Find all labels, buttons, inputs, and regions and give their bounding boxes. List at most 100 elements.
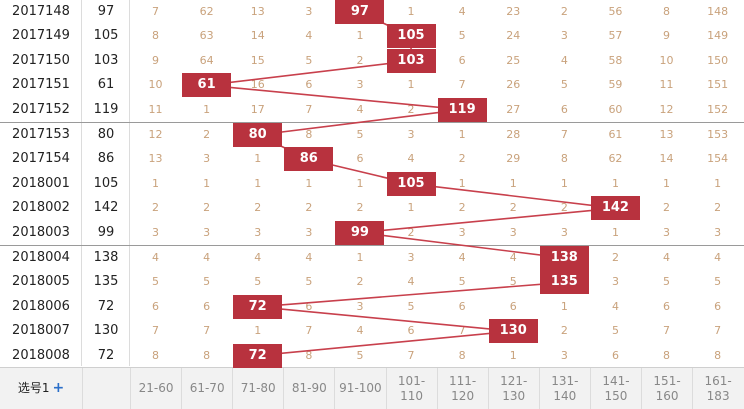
hit-marker: 135 <box>539 270 589 295</box>
column-footer: 选号1 + 21-60 61-70 71-80 81-90 91-100 101- 110 11… <box>0 367 744 409</box>
miss-count: 2 <box>714 201 722 215</box>
value-cell: 61 <box>97 77 115 93</box>
value-cell: 105 <box>93 175 119 191</box>
miss-count: 25 <box>506 53 521 67</box>
miss-count: 8 <box>203 348 211 362</box>
miss-count: 14 <box>659 152 674 166</box>
miss-count: 148 <box>707 5 729 18</box>
miss-count: 2 <box>663 201 671 215</box>
miss-count: 3 <box>560 29 568 43</box>
value-cell: 72 <box>97 347 115 363</box>
miss-count: 9 <box>152 53 160 67</box>
miss-count: 152 <box>707 102 729 116</box>
hit-marker: 80 <box>233 123 283 147</box>
value-cell: 142 <box>93 200 119 216</box>
miss-count: 149 <box>707 29 729 43</box>
miss-count: 7 <box>152 5 160 18</box>
miss-count: 58 <box>608 53 623 67</box>
hit-marker: 99 <box>335 220 385 245</box>
miss-count: 8 <box>152 348 160 362</box>
miss-count: 57 <box>608 29 623 43</box>
miss-count: 12 <box>659 102 674 116</box>
period-cell: 2017148 <box>12 4 70 19</box>
miss-count: 1 <box>663 176 671 190</box>
period-cell: 2018002 <box>12 200 70 216</box>
hit-marker: 105 <box>386 24 436 49</box>
hit-marker: 105 <box>386 171 436 196</box>
period-cell: 2018004 <box>12 250 70 265</box>
value-cell: 97 <box>97 4 115 19</box>
miss-count: 8 <box>714 348 722 362</box>
value-cell: 99 <box>97 224 115 240</box>
period-cell: 2018001 <box>12 175 70 191</box>
miss-count: 6 <box>611 348 619 362</box>
range-column-header: 131- 140 <box>538 368 590 409</box>
miss-count: 12 <box>148 128 163 141</box>
miss-count: 59 <box>608 78 623 92</box>
footer-blank <box>82 368 130 409</box>
miss-count: 9 <box>663 29 671 43</box>
miss-count: 6 <box>560 102 568 116</box>
value-cell: 135 <box>93 274 119 290</box>
value-cell: 138 <box>93 250 119 265</box>
hit-marker: 61 <box>182 73 232 98</box>
range-column-header: 111- 120 <box>436 368 488 409</box>
plus-icon: + <box>52 380 65 396</box>
miss-count: 6 <box>152 299 160 313</box>
range-column-header: 91-100 <box>334 368 385 409</box>
range-column-header: 121- 130 <box>487 368 539 409</box>
miss-count: 11 <box>148 102 163 116</box>
miss-count: 24 <box>506 29 521 43</box>
miss-count: 7 <box>560 128 568 141</box>
hit-marker: 103 <box>386 48 436 73</box>
miss-count: 3 <box>254 225 262 239</box>
miss-count: 1 <box>152 176 160 190</box>
miss-count: 63 <box>199 29 214 43</box>
range-column-header: 151- 160 <box>641 368 692 409</box>
value-cell: 103 <box>93 52 119 68</box>
miss-count: 13 <box>659 128 674 141</box>
miss-count: 4 <box>560 53 568 67</box>
miss-count: 3 <box>305 5 313 18</box>
miss-count: 4 <box>305 251 313 264</box>
miss-count: 8 <box>152 29 160 43</box>
range-column-header: 61-70 <box>181 368 232 409</box>
range-column-header: 101- 110 <box>385 368 437 409</box>
miss-count: 7 <box>152 324 160 338</box>
value-cell: 72 <box>97 298 115 314</box>
period-cell: 2018008 <box>12 347 70 363</box>
miss-count: 6 <box>663 299 671 313</box>
value-divider <box>129 0 130 366</box>
miss-count: 2 <box>203 201 211 215</box>
miss-count: 8 <box>663 348 671 362</box>
period-cell: 2017149 <box>12 28 70 44</box>
miss-count: 2 <box>458 152 466 166</box>
pick-number-button[interactable]: 选号1 + <box>0 368 82 409</box>
miss-count: 154 <box>707 152 729 166</box>
miss-count: 1 <box>254 176 262 190</box>
miss-count: 7 <box>203 324 211 338</box>
hit-marker: 130 <box>488 319 538 344</box>
miss-count: 26 <box>506 78 521 92</box>
miss-count: 2 <box>560 324 568 338</box>
miss-count: 5 <box>560 78 568 92</box>
value-cell: 105 <box>93 28 119 44</box>
miss-count: 6 <box>203 299 211 313</box>
period-cell: 2017150 <box>12 52 70 68</box>
range-column-header: 141- 150 <box>589 368 641 409</box>
miss-count: 6 <box>714 299 722 313</box>
hit-marker: 86 <box>284 147 334 172</box>
miss-count: 56 <box>608 5 623 18</box>
miss-count: 5 <box>611 324 619 338</box>
period-divider <box>81 0 82 366</box>
miss-count: 3 <box>714 225 722 239</box>
miss-count: 5 <box>152 275 160 289</box>
miss-count: 2 <box>611 251 619 264</box>
miss-count: 4 <box>714 251 722 264</box>
miss-count: 60 <box>608 102 623 116</box>
miss-count: 10 <box>659 53 674 67</box>
miss-count: 6 <box>458 53 466 67</box>
miss-count: 62 <box>199 5 214 18</box>
miss-count: 153 <box>707 128 729 141</box>
miss-count: 2 <box>560 5 568 18</box>
